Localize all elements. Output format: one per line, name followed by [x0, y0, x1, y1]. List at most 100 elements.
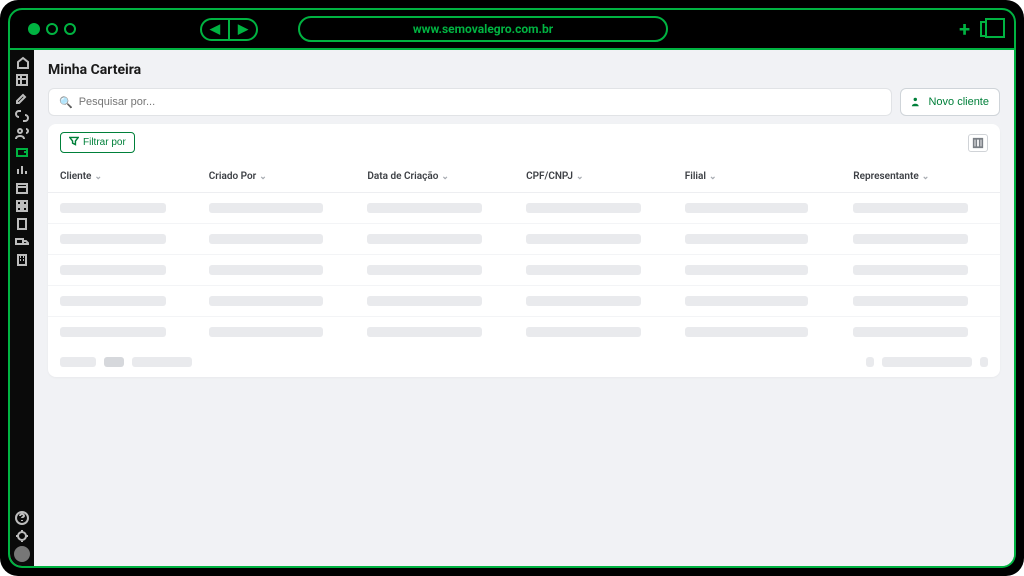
skeleton-bar	[853, 265, 967, 275]
viewport: Minha Carteira 🔍 Novo cliente	[8, 50, 1016, 568]
bars-icon[interactable]	[14, 162, 30, 178]
table-cell	[841, 286, 1000, 317]
table-cell	[355, 255, 514, 286]
column-label: Filial	[685, 171, 706, 182]
new-client-label: Novo cliente	[928, 96, 989, 108]
new-tab-button[interactable]: +	[959, 17, 970, 41]
book-icon[interactable]	[14, 216, 30, 232]
skeleton-bar	[685, 296, 808, 306]
table-cell	[673, 193, 842, 224]
table-cell	[841, 224, 1000, 255]
link-icon[interactable]	[14, 108, 30, 124]
grid-icon[interactable]	[14, 198, 30, 214]
add-user-icon	[911, 96, 923, 108]
table-cell	[355, 224, 514, 255]
sort-icon[interactable]: ⌄	[576, 172, 584, 182]
chrome-right: +	[959, 17, 996, 41]
table-cell	[514, 286, 673, 317]
column-header[interactable]: CPF/CNPJ⌄	[514, 161, 673, 193]
users-icon[interactable]	[14, 126, 30, 142]
footer-skeleton	[104, 357, 124, 367]
table-cell	[673, 255, 842, 286]
skeleton-bar	[685, 203, 808, 213]
skeleton-bar	[526, 265, 640, 275]
skeleton-bar	[367, 296, 481, 306]
skeleton-bar	[367, 265, 481, 275]
table-cell	[514, 224, 673, 255]
toolbar: 🔍 Novo cliente	[48, 88, 1000, 116]
skeleton-bar	[209, 234, 323, 244]
sort-icon[interactable]: ⌄	[709, 172, 717, 182]
table-cell	[197, 224, 356, 255]
table-cell	[841, 193, 1000, 224]
calendar-icon[interactable]	[14, 180, 30, 196]
table-cell	[355, 317, 514, 348]
search-icon: 🔍	[59, 96, 73, 109]
filter-button[interactable]: Filtrar por	[60, 132, 135, 153]
page-title: Minha Carteira	[48, 62, 1000, 78]
table-cell	[355, 193, 514, 224]
map-icon[interactable]	[14, 72, 30, 88]
browser-chrome: ◀ ▶ www.semovalegro.com.br +	[8, 8, 1016, 50]
sort-icon[interactable]: ⌄	[922, 172, 930, 182]
skeleton-bar	[209, 203, 323, 213]
table-cell	[48, 317, 197, 348]
table-cell	[355, 286, 514, 317]
table-footer	[48, 347, 1000, 377]
skeleton-bar	[526, 234, 640, 244]
tl-min-icon[interactable]	[46, 23, 58, 35]
data-table: Cliente⌄Criado Por⌄Data de Criação⌄CPF/C…	[48, 161, 1000, 347]
new-client-button[interactable]: Novo cliente	[900, 88, 1000, 116]
table-cell	[673, 224, 842, 255]
url-bar[interactable]: www.semovalegro.com.br	[298, 16, 668, 42]
table-cell	[197, 286, 356, 317]
table-cell	[48, 224, 197, 255]
skeleton-bar	[685, 327, 808, 337]
skeleton-bar	[209, 327, 323, 337]
funnel-icon	[69, 136, 79, 149]
column-header[interactable]: Cliente⌄	[48, 161, 197, 193]
wallet-icon[interactable]	[14, 144, 30, 160]
table-cell	[841, 255, 1000, 286]
skeleton-bar	[367, 234, 481, 244]
table-body	[48, 193, 1000, 348]
traffic-lights	[28, 23, 76, 35]
table-cell	[197, 317, 356, 348]
tabs-icon[interactable]	[980, 21, 996, 37]
nav-back-button[interactable]: ◀	[202, 20, 230, 39]
column-header[interactable]: Filial⌄	[673, 161, 842, 193]
settings-icon[interactable]	[14, 528, 30, 544]
table-cell	[514, 193, 673, 224]
table-row	[48, 224, 1000, 255]
column-toggle-button[interactable]	[968, 134, 988, 152]
sort-icon[interactable]: ⌄	[441, 172, 449, 182]
help-icon[interactable]	[14, 510, 30, 526]
tl-close-icon[interactable]	[28, 23, 40, 35]
home-icon[interactable]	[14, 54, 30, 70]
table-cell	[673, 286, 842, 317]
table-row	[48, 255, 1000, 286]
tl-max-icon[interactable]	[64, 23, 76, 35]
footer-skeleton	[60, 357, 96, 367]
skeleton-bar	[60, 296, 166, 306]
skeleton-bar	[60, 234, 166, 244]
skeleton-bar	[60, 327, 166, 337]
table-cell	[48, 255, 197, 286]
table-cell	[514, 255, 673, 286]
sort-icon[interactable]: ⌄	[94, 172, 102, 182]
nav-forward-button[interactable]: ▶	[230, 20, 256, 39]
building-icon[interactable]	[14, 252, 30, 268]
table-cell	[197, 255, 356, 286]
table-cell	[841, 317, 1000, 348]
footer-skeleton	[882, 357, 972, 367]
search-input[interactable]	[79, 96, 882, 108]
column-header[interactable]: Data de Criação⌄	[355, 161, 514, 193]
edit-icon[interactable]	[14, 90, 30, 106]
column-header[interactable]: Representante⌄	[841, 161, 1000, 193]
skeleton-bar	[60, 203, 166, 213]
truck-icon[interactable]	[14, 234, 30, 250]
column-label: Cliente	[60, 171, 91, 182]
avatar[interactable]	[14, 546, 30, 562]
column-header[interactable]: Criado Por⌄	[197, 161, 356, 193]
sort-icon[interactable]: ⌄	[259, 172, 267, 182]
